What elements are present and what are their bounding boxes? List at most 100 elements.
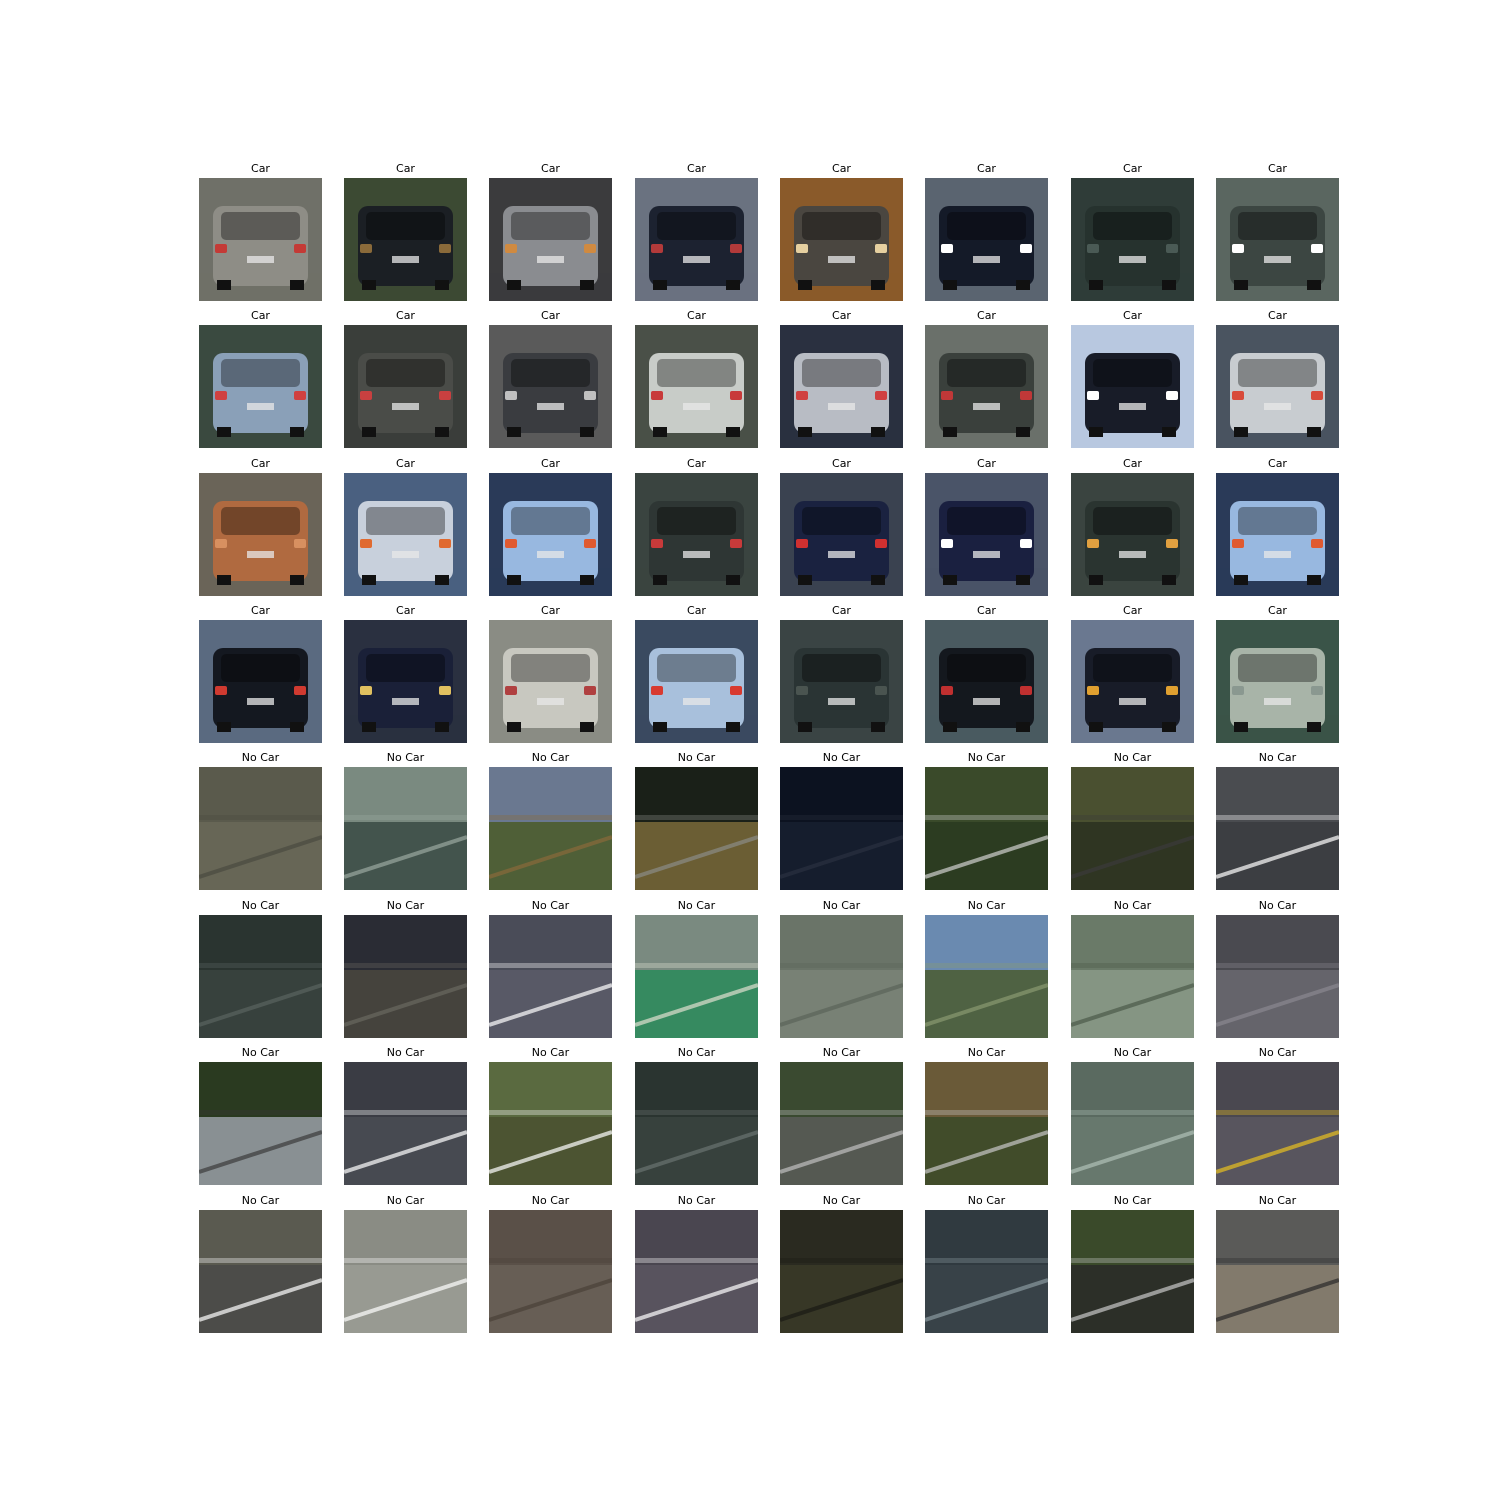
cell-label: Car — [977, 162, 996, 175]
grid-cell: No Car — [925, 1193, 1048, 1333]
car-image — [635, 178, 758, 301]
cell-label: No Car — [386, 1046, 425, 1059]
no-car-image — [1071, 1062, 1194, 1185]
cell-label: No Car — [822, 1194, 861, 1207]
grid-cell: No Car — [1216, 1193, 1339, 1333]
cell-label: No Car — [386, 751, 425, 764]
cell-label: Car — [977, 457, 996, 470]
no-car-image — [1216, 767, 1339, 890]
no-car-image — [635, 1062, 758, 1185]
no-car-image — [1216, 915, 1339, 1038]
cell-label: No Car — [1258, 1194, 1297, 1207]
grid-cell: No Car — [1071, 750, 1194, 890]
car-image — [199, 178, 322, 301]
cell-label: Car — [541, 162, 560, 175]
grid-cell: No Car — [1071, 1193, 1194, 1333]
cell-label: No Car — [677, 1046, 716, 1059]
cell-label: No Car — [1258, 751, 1297, 764]
grid-cell: No Car — [925, 898, 1048, 1038]
grid-cell: No Car — [1216, 750, 1339, 890]
no-car-image — [489, 915, 612, 1038]
grid-cell: Car — [1216, 456, 1339, 596]
grid-cell: Car — [1071, 308, 1194, 448]
car-image — [199, 620, 322, 743]
cell-label: Car — [832, 604, 851, 617]
cell-label: Car — [832, 457, 851, 470]
no-car-image — [635, 767, 758, 890]
car-image — [1216, 473, 1339, 596]
cell-label: No Car — [531, 899, 570, 912]
cell-label: Car — [1268, 604, 1287, 617]
grid-cell: No Car — [489, 1193, 612, 1333]
car-image — [489, 325, 612, 448]
cell-label: No Car — [677, 1194, 716, 1207]
car-image — [344, 325, 467, 448]
grid-cell: Car — [199, 161, 322, 301]
cell-label: No Car — [822, 899, 861, 912]
cell-label: No Car — [967, 751, 1006, 764]
no-car-image — [1216, 1062, 1339, 1185]
grid-cell: Car — [925, 308, 1048, 448]
grid-cell: No Car — [344, 898, 467, 1038]
grid-cell: No Car — [635, 750, 758, 890]
cell-label: Car — [1123, 604, 1142, 617]
no-car-image — [199, 915, 322, 1038]
cell-label: No Car — [241, 1194, 280, 1207]
car-image — [635, 473, 758, 596]
car-image — [925, 325, 1048, 448]
car-image — [1216, 325, 1339, 448]
grid-cell: Car — [925, 456, 1048, 596]
cell-label: No Car — [1113, 1194, 1152, 1207]
cell-label: Car — [251, 309, 270, 322]
grid-cell: Car — [489, 456, 612, 596]
no-car-image — [344, 1062, 467, 1185]
grid-cell: No Car — [1071, 898, 1194, 1038]
car-image — [199, 325, 322, 448]
cell-label: Car — [251, 457, 270, 470]
grid-cell: Car — [1071, 456, 1194, 596]
car-image — [1216, 620, 1339, 743]
grid-cell: No Car — [344, 1193, 467, 1333]
cell-label: No Car — [241, 1046, 280, 1059]
no-car-image — [1071, 1210, 1194, 1333]
grid-cell: Car — [780, 308, 903, 448]
cell-label: No Car — [967, 1194, 1006, 1207]
grid-cell: No Car — [1216, 1045, 1339, 1185]
car-image — [1071, 473, 1194, 596]
no-car-image — [635, 915, 758, 1038]
grid-cell: No Car — [780, 1193, 903, 1333]
no-car-image — [489, 1062, 612, 1185]
grid-cell: No Car — [1071, 1045, 1194, 1185]
grid-cell: No Car — [489, 1045, 612, 1185]
cell-label: No Car — [822, 751, 861, 764]
cell-label: Car — [1123, 457, 1142, 470]
no-car-image — [780, 1210, 903, 1333]
grid-cell: Car — [780, 456, 903, 596]
cell-label: No Car — [386, 899, 425, 912]
cell-label: Car — [1268, 309, 1287, 322]
no-car-image — [925, 915, 1048, 1038]
grid-cell: Car — [1071, 161, 1194, 301]
cell-label: No Car — [1113, 751, 1152, 764]
no-car-image — [344, 915, 467, 1038]
cell-label: Car — [541, 604, 560, 617]
grid-cell: Car — [489, 308, 612, 448]
car-image — [344, 473, 467, 596]
cell-label: Car — [687, 162, 706, 175]
cell-label: No Car — [531, 1194, 570, 1207]
cell-label: Car — [396, 309, 415, 322]
grid-cell: Car — [344, 308, 467, 448]
grid-cell: Car — [199, 308, 322, 448]
cell-label: No Car — [531, 1046, 570, 1059]
cell-label: Car — [541, 457, 560, 470]
grid-cell: No Car — [635, 1193, 758, 1333]
cell-label: Car — [1268, 457, 1287, 470]
car-image — [925, 178, 1048, 301]
car-image — [780, 178, 903, 301]
car-image — [489, 178, 612, 301]
no-car-image — [925, 1210, 1048, 1333]
cell-label: Car — [1123, 309, 1142, 322]
car-image — [1216, 178, 1339, 301]
no-car-image — [344, 1210, 467, 1333]
